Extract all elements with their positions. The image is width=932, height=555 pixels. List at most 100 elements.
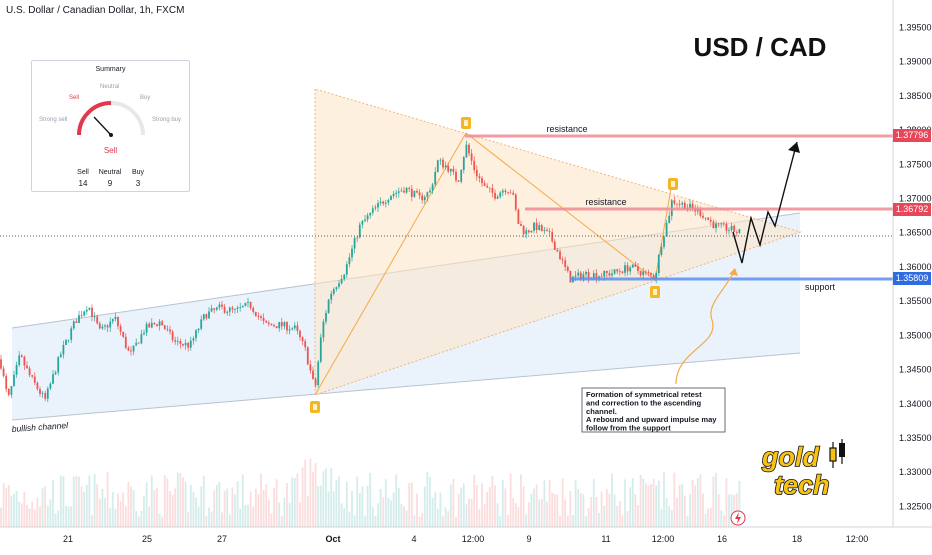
candle-body: [195, 330, 197, 339]
volume-bar: [514, 503, 517, 527]
volume-bar: [369, 472, 372, 527]
y-axis-ticks: 1.395001.390001.385001.380001.375001.370…: [899, 22, 932, 511]
candle-body: [286, 322, 288, 331]
volume-bar: [579, 493, 582, 527]
candle-body: [730, 225, 733, 231]
candle-body: [647, 272, 650, 274]
volume-bar: [431, 498, 434, 527]
volume-bar: [722, 515, 725, 527]
y-tick-label: 1.33500: [899, 433, 932, 443]
y-tick-label: 1.37000: [899, 193, 932, 203]
volume-bar: [621, 514, 624, 527]
x-axis-ticks: 21 25 27 Oct 4 12:00 9 11 12:00 16 18 12:00: [63, 534, 868, 544]
volume-bar: [494, 485, 496, 527]
volume-bar: [548, 479, 551, 527]
volume-bar: [137, 516, 140, 527]
volume-bar: [166, 478, 169, 527]
candle-body: [598, 276, 600, 279]
x-tick-label: 25: [142, 534, 152, 544]
volume-bar: [488, 486, 491, 527]
candle-body: [132, 345, 135, 352]
technical-summary-widget[interactable]: Summary Strong sell Sell Neutral Buy Str…: [31, 60, 190, 192]
volume-bar: [41, 488, 44, 527]
volume-bar: [546, 501, 548, 527]
channel-label: bullish channel: [11, 420, 69, 434]
candle-body: [361, 220, 364, 225]
volume-bar: [353, 515, 356, 527]
candle-body: [124, 336, 127, 348]
candle-body: [439, 159, 442, 161]
volume-bar: [553, 493, 556, 527]
candle-body: [101, 326, 104, 329]
volume-bar: [707, 508, 710, 527]
x-tick-label: 27: [217, 534, 227, 544]
volume-bar: [335, 480, 338, 527]
candle-body: [49, 383, 52, 389]
candle-body: [403, 190, 405, 193]
candle-body: [231, 307, 234, 310]
volume-bar: [119, 500, 122, 527]
volume-bar: [301, 467, 304, 527]
candle-body: [65, 340, 67, 345]
volume-bar: [507, 514, 509, 527]
candle-body: [210, 308, 213, 312]
volume-bar: [735, 492, 738, 527]
candle-body: [111, 319, 114, 322]
candle-body: [39, 389, 41, 394]
candle-body: [691, 203, 694, 209]
candle-body: [270, 323, 273, 326]
volume-bar: [413, 515, 416, 527]
volume-bar: [257, 494, 260, 527]
gauge-label-buy: Buy: [140, 95, 151, 101]
candle-body: [582, 274, 585, 279]
volume-bar: [681, 484, 684, 527]
volume-bar: [538, 499, 541, 527]
volume-bar: [504, 488, 507, 527]
volume-bar: [590, 496, 593, 527]
candle-body: [410, 188, 413, 197]
candle-body: [62, 344, 65, 355]
volume-bar: [496, 503, 499, 527]
volume-bar: [44, 485, 47, 527]
candle-body: [603, 270, 606, 277]
candle-body: [491, 187, 494, 193]
volume-bar: [10, 495, 13, 527]
candle-body: [535, 222, 538, 231]
candle-body: [15, 365, 18, 375]
gauge-label-strong-buy: Strong buy: [152, 117, 182, 123]
volume-bar: [605, 488, 608, 527]
candle-body: [5, 375, 8, 390]
candle-body: [416, 190, 418, 193]
volume-bar: [395, 474, 398, 527]
volume-bar: [122, 492, 125, 527]
candle-body: [156, 324, 158, 326]
volume-bar: [18, 501, 21, 527]
candle-body: [28, 368, 31, 376]
volume-bar: [85, 484, 88, 527]
candle-body: [520, 223, 522, 226]
volume-bar: [600, 491, 603, 527]
volume-bar: [2, 483, 5, 527]
candle-body: [668, 215, 671, 224]
volume-bar: [423, 486, 426, 527]
volume-bar: [543, 480, 546, 527]
y-tick-label: 1.35500: [899, 296, 932, 306]
candle-body: [137, 342, 140, 344]
volume-bar: [62, 476, 65, 527]
candle-body: [200, 319, 203, 329]
candle-body: [228, 307, 231, 312]
candle-body: [644, 271, 647, 273]
candle-body: [707, 217, 710, 220]
candle-body: [384, 202, 387, 204]
candle-body: [449, 168, 452, 172]
candle-body: [117, 317, 119, 327]
volume-bar: [525, 514, 528, 527]
candle-body: [338, 283, 340, 287]
candle-body: [486, 185, 489, 188]
candle-body: [587, 271, 590, 278]
volume-bar: [595, 497, 598, 527]
volume-bar: [176, 472, 179, 527]
candle-body: [215, 307, 218, 310]
